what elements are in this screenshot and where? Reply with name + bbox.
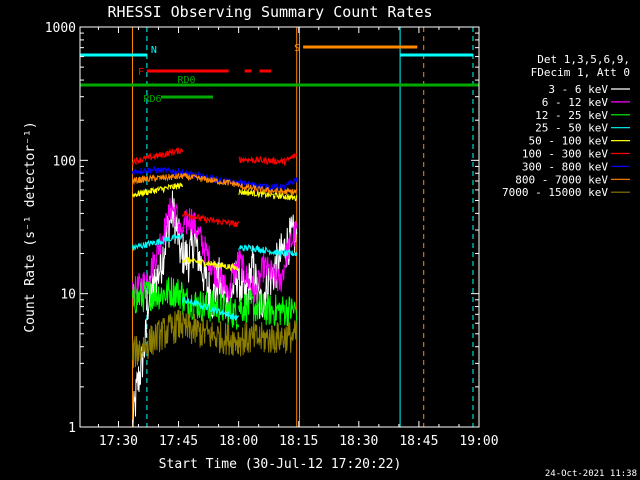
timestamp: 24-Oct-2021 11:38 — [545, 469, 637, 479]
flag-label-s: S — [294, 43, 300, 54]
flag-bars: N S F RD0 RD6 — [80, 43, 479, 105]
y-tick-label-3: 1000 — [45, 21, 76, 36]
axis-ticks: 17:30 17:45 18:00 18:15 18:30 18:45 19:00 1 10 10… — [45, 21, 499, 449]
chart-title: RHESSI Observing Summary Count Rates — [107, 3, 432, 21]
series-7-segment-0 — [132, 172, 184, 186]
x-tick-label-6: 19:00 — [459, 434, 498, 449]
legend-entry-3: 25 - 50 keV — [535, 122, 608, 135]
series-3-segment-1 — [182, 297, 240, 321]
legend-entry-1: 6 - 12 keV — [542, 96, 609, 109]
y-axis-label: Count Rate (s⁻¹ detector⁻¹) — [23, 121, 38, 332]
series-2-segment-1 — [182, 288, 240, 330]
series-2-segment-0 — [132, 277, 184, 314]
series-2-segment-2 — [238, 289, 298, 327]
series-4-segment-0 — [132, 182, 184, 198]
legend-entry-2: 12 - 25 keV — [535, 109, 608, 122]
x-tick-label-2: 18:00 — [219, 434, 258, 449]
series-1-segment-1 — [182, 208, 232, 305]
x-tick-label-3: 18:15 — [279, 434, 318, 449]
x-tick-label-0: 17:30 — [99, 434, 138, 449]
series-4-segment-1 — [182, 256, 240, 272]
x-tick-label-1: 17:45 — [159, 434, 198, 449]
series-8-segment-0 — [132, 309, 184, 368]
x-axis-label: Start Time (30-Jul-12 17:20:22) — [159, 457, 402, 472]
y-tick-label-0: 1 — [68, 421, 76, 436]
y-tick-label-2: 100 — [53, 154, 76, 169]
series-0-segment-0 — [132, 317, 147, 427]
x-tick-label-4: 18:30 — [339, 434, 378, 449]
legend-entry-6: 300 - 800 keV — [522, 160, 608, 173]
legend-entry-8: 7000 - 15000 keV — [502, 186, 608, 199]
series-8-segment-2 — [238, 320, 298, 357]
legend-entry-4: 50 - 100 keV — [529, 135, 609, 148]
series-3-segment-2 — [238, 243, 298, 258]
flag-label-f: F — [138, 67, 144, 78]
legend-entry-5: 100 - 300 keV — [522, 148, 608, 161]
series-5-segment-1 — [182, 211, 240, 228]
series-3-segment-0 — [132, 233, 184, 252]
series-0-segment-2 — [182, 228, 232, 324]
legend-header-1: FDecim 1, Att 0 — [531, 66, 630, 79]
legend-entry-0: 3 - 6 keV — [548, 83, 608, 96]
series-7-segment-1 — [182, 172, 240, 188]
plot-frame — [79, 26, 480, 428]
series-6-segment-0 — [132, 165, 184, 176]
flag-label-n: N — [151, 45, 157, 56]
series-4-segment-2 — [238, 188, 298, 202]
series-5-segment-0 — [132, 147, 184, 167]
legend: Det 1,3,5,6,9,FDecim 1, Att 0 3 - 6 keV6 … — [502, 53, 630, 199]
y-tick-label-1: 10 — [60, 288, 76, 303]
series-5-segment-2 — [238, 152, 298, 167]
data-series — [132, 147, 298, 427]
legend-header-0: Det 1,3,5,6,9, — [537, 53, 630, 66]
flag-label-rd0: RD0 — [178, 75, 196, 86]
flag-label-rd6: RD6 — [143, 94, 161, 105]
series-7-segment-2 — [238, 183, 298, 196]
legend-entry-7: 800 - 7000 keV — [515, 173, 608, 186]
x-tick-label-5: 18:45 — [399, 434, 438, 449]
series-8-segment-1 — [182, 311, 240, 356]
